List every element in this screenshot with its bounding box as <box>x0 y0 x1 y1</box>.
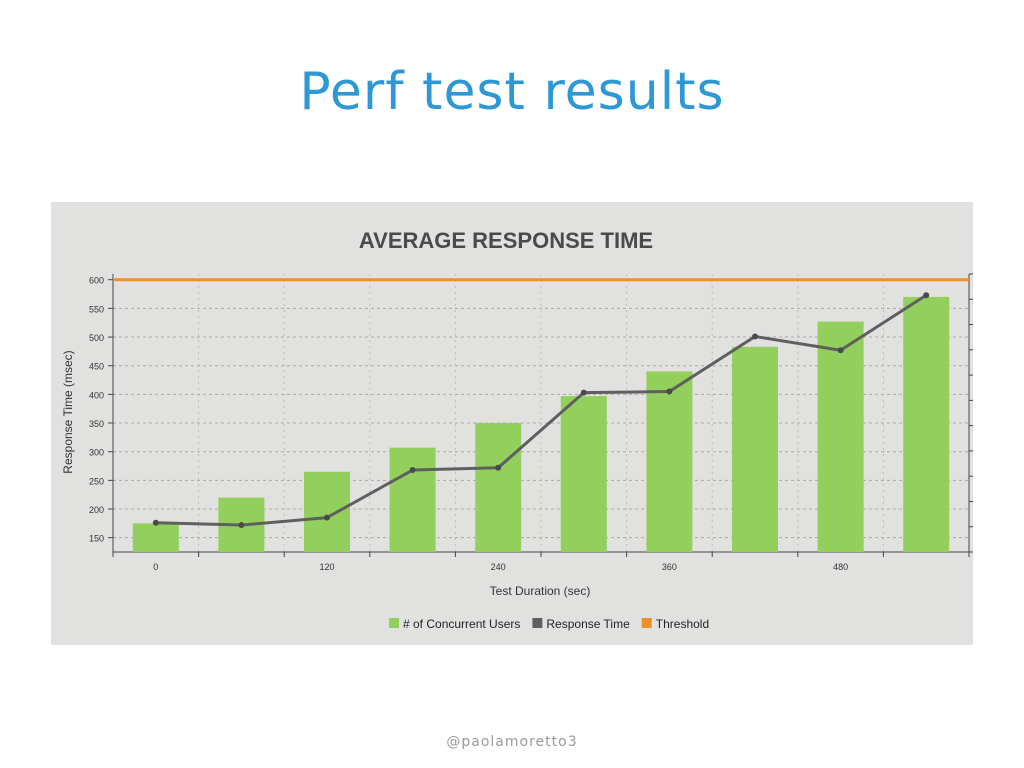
x-tick-label: 120 <box>319 562 334 572</box>
y-tick-label: 450 <box>89 362 104 372</box>
bars <box>132 296 950 552</box>
slide-title: Perf test results <box>299 62 725 122</box>
bar <box>389 447 436 552</box>
response-time-point <box>409 467 416 474</box>
x-tick-label: 0 <box>153 562 158 572</box>
x-tick-label: 240 <box>491 562 506 572</box>
bar <box>132 523 179 552</box>
bar <box>646 371 693 552</box>
response-time-point <box>324 514 330 521</box>
y-tick-label: 250 <box>89 476 104 486</box>
y-axis-label: Response Time (msec) <box>61 350 75 473</box>
legend-label: # of Concurrent Users <box>403 617 520 631</box>
bar <box>304 471 350 552</box>
chart-title: AVERAGE RESPONSE TIME <box>359 228 653 253</box>
response-time-point <box>923 292 930 299</box>
response-time-point <box>666 388 673 395</box>
legend: # of Concurrent Users Response Time Thresh… <box>389 617 709 631</box>
response-time-series <box>152 292 930 529</box>
bar <box>560 396 607 552</box>
bar <box>817 321 864 552</box>
response-time-point <box>752 333 758 340</box>
x-axis-label: Test Duration (sec) <box>490 584 591 598</box>
legend-label: Response Time <box>546 617 630 631</box>
response-time-line <box>155 293 928 527</box>
response-time-chart: AVERAGE RESPONSE TIME 150 200 250 300 350 400… <box>61 228 973 631</box>
bar <box>903 296 950 552</box>
y-tick-label: 350 <box>89 419 104 429</box>
legend-swatch <box>389 618 399 628</box>
response-time-point <box>580 389 587 396</box>
legend-label: Threshold <box>656 617 709 631</box>
footer-handle: @paolamoretto3 <box>446 734 578 750</box>
y-tick-label: 300 <box>89 448 104 458</box>
x-tick-label: 360 <box>662 562 677 572</box>
y-tick-label: 550 <box>89 304 104 314</box>
y-tick-label: 400 <box>89 390 104 400</box>
y-tick-label: 150 <box>89 534 104 544</box>
legend-swatch <box>641 618 652 628</box>
response-time-point <box>837 347 844 354</box>
chart-panel: AVERAGE RESPONSE TIME 150 200 250 300 350 400… <box>51 202 973 645</box>
x-tick-label: 480 <box>833 562 848 572</box>
bar <box>732 346 778 552</box>
tick-labels: 150 200 250 300 350 400 450 500 550 600 0 120 240 360… <box>89 276 848 572</box>
y-tick-label: 200 <box>89 505 104 515</box>
bar <box>475 423 522 552</box>
response-time-point <box>495 464 502 471</box>
legend-swatch <box>532 618 543 628</box>
response-time-point <box>152 519 159 526</box>
y-tick-label: 500 <box>89 333 104 343</box>
y-tick-label: 600 <box>89 276 104 286</box>
response-time-point <box>238 522 245 529</box>
